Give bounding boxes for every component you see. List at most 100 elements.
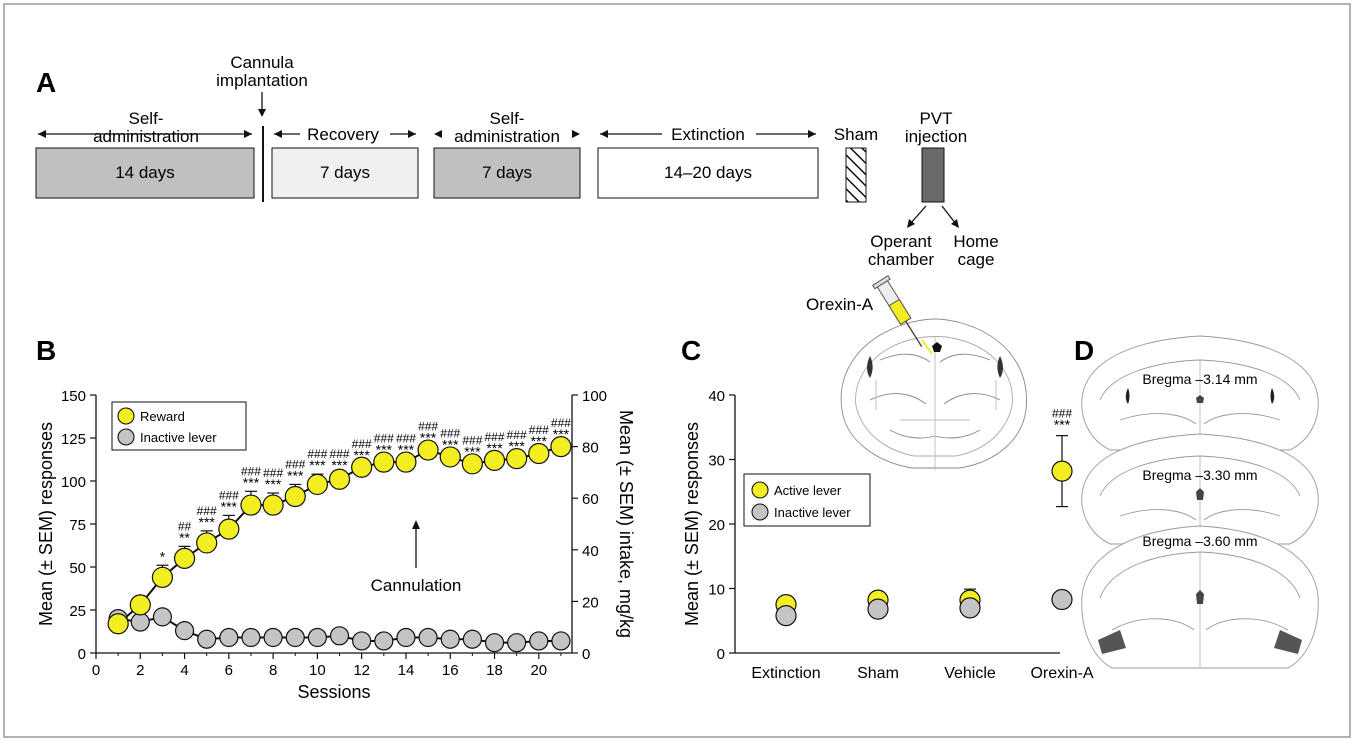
y2-tick-label: 40 [582,543,599,560]
brain-dark-region-right [997,356,1003,378]
reward-sig-stars: *** [420,430,437,446]
c-y-tick-label: 0 [717,646,725,663]
phase-3-box [433,147,581,199]
phase-4-arrowhead-right [808,130,816,138]
y2-axis-label: Mean (± SEM) intake, mg/kg [616,410,636,638]
reward-point [129,594,151,616]
x-tick-label: 18 [486,662,503,679]
reward-sig-hashes: ### [418,420,438,434]
c-y-axis-label: Mean (± SEM) responses [682,422,702,626]
inactive-point [507,633,527,653]
x-tick-label: 16 [442,662,459,679]
inactive-point [219,627,239,648]
orexin-label: Orexin-A [806,295,874,314]
x-tick-label: 2 [136,662,144,679]
section-1-dark-right [1270,388,1275,404]
c-inactive-point [867,598,889,620]
operant-label: Operant chamber [868,232,934,269]
section-2-label: Bregma –3.30 mm [1142,467,1257,483]
legend-inactive-swatch [117,428,135,446]
x-tick-label: 0 [92,662,100,679]
reward-point [173,547,196,570]
inactive-point [285,627,305,648]
pvt-arrow-left [909,205,927,225]
x-tick-label: 6 [225,662,233,679]
reward-sig-hashes: ### [219,488,239,502]
phase-2-label: Recovery [307,125,379,144]
inactive-point [197,629,217,649]
reward-sig-stars: *** [331,457,348,473]
reward-sig-stars: *** [553,426,570,442]
phase-3-arrowhead-right [572,130,580,138]
phase-3-box-text: 7 days [482,163,532,182]
x-tick-label: 10 [309,662,326,679]
legend-c-inactive-swatch [751,503,769,521]
legend-c-inactive-label: Inactive lever [774,505,851,520]
inactive-point [130,612,150,632]
x-axis-label: Sessions [297,682,370,702]
reward-sig-stars: *** [353,447,370,463]
inactive-point [241,627,261,648]
inactive-point [484,633,505,653]
reward-point [107,613,129,635]
reward-point [461,453,483,475]
reward-point [395,451,417,473]
reward-sig-hashes: ## [178,519,192,533]
inactive-point [374,631,394,651]
reward-sig-hashes: ### [197,504,217,518]
phase-3-arrowhead-left [434,130,442,138]
x-tick-label: 4 [180,662,188,679]
inactive-point [529,631,549,651]
legend-c-active-label: Active lever [774,483,842,498]
homecage-label: Home cage [953,232,998,269]
x-tick-label: 14 [398,662,415,679]
reward-point [196,532,218,554]
reward-sig-stars: * [160,548,166,564]
y2-tick-label: 0 [582,646,590,663]
reward-sig-stars: ** [179,529,190,545]
inactive-point [418,627,438,648]
reward-sig-hashes: ### [462,433,482,447]
brain-dark-region-left [867,356,873,378]
pvt-arrowhead-right [951,219,959,228]
cannula-label: Cannula implantation [216,53,308,90]
reward-sig-stars: *** [486,440,503,456]
c-y-tick-label: 10 [708,582,725,599]
panel-b: B 0 25 50 75 100 125 150 0 20 40 60 80 100 0 2 4 6 8 10 12 1… [36,335,636,702]
chart-b: 0 25 50 75 100 125 150 0 20 40 60 80 100 0 2 4 6 8 10 12 14 1… [36,388,636,702]
pvt-box [921,147,945,203]
cannula-arrow-head [258,109,266,117]
phase-4-box-text: 14–20 days [664,163,752,182]
inactive-point [307,627,327,648]
phase-4-box [597,147,819,199]
reward-sig-hashes: ### [507,428,527,442]
inactive-point [352,631,372,651]
inactive-point [174,621,195,641]
legend-c-active-swatch [751,481,769,499]
y2-tick-label: 20 [582,594,599,611]
reward-sig-hashes: ### [241,464,261,478]
inactive-point [551,631,571,651]
y-tick-label: 75 [69,517,86,534]
reward-point [240,494,262,516]
y2-tick-label: 60 [582,491,599,508]
panel-d: D Bregma –3.14 mm Bregma –3.30 mm [1074,335,1319,669]
inactive-point [396,627,416,648]
reward-point [528,442,550,465]
reward-sig-hashes: ### [529,423,549,437]
panel-c-letter: C [681,335,701,366]
brain-illustration-c [840,318,1027,470]
pvt-target-marker [932,342,942,352]
reward-sig-stars: *** [464,443,481,459]
reward-point [550,436,572,458]
c-y-tick-label: 30 [708,453,725,470]
brain-section-1 [1081,335,1319,451]
reward-sig-hashes: ### [330,447,350,461]
legend-reward-label: Reward [140,409,185,424]
y-tick-label: 125 [61,431,86,448]
c-x-tick-label: Vehicle [944,665,996,682]
phase-2-arrowhead-right [408,130,416,138]
y-tick-label: 150 [61,388,86,405]
phase-1-arrow-left [38,130,46,138]
